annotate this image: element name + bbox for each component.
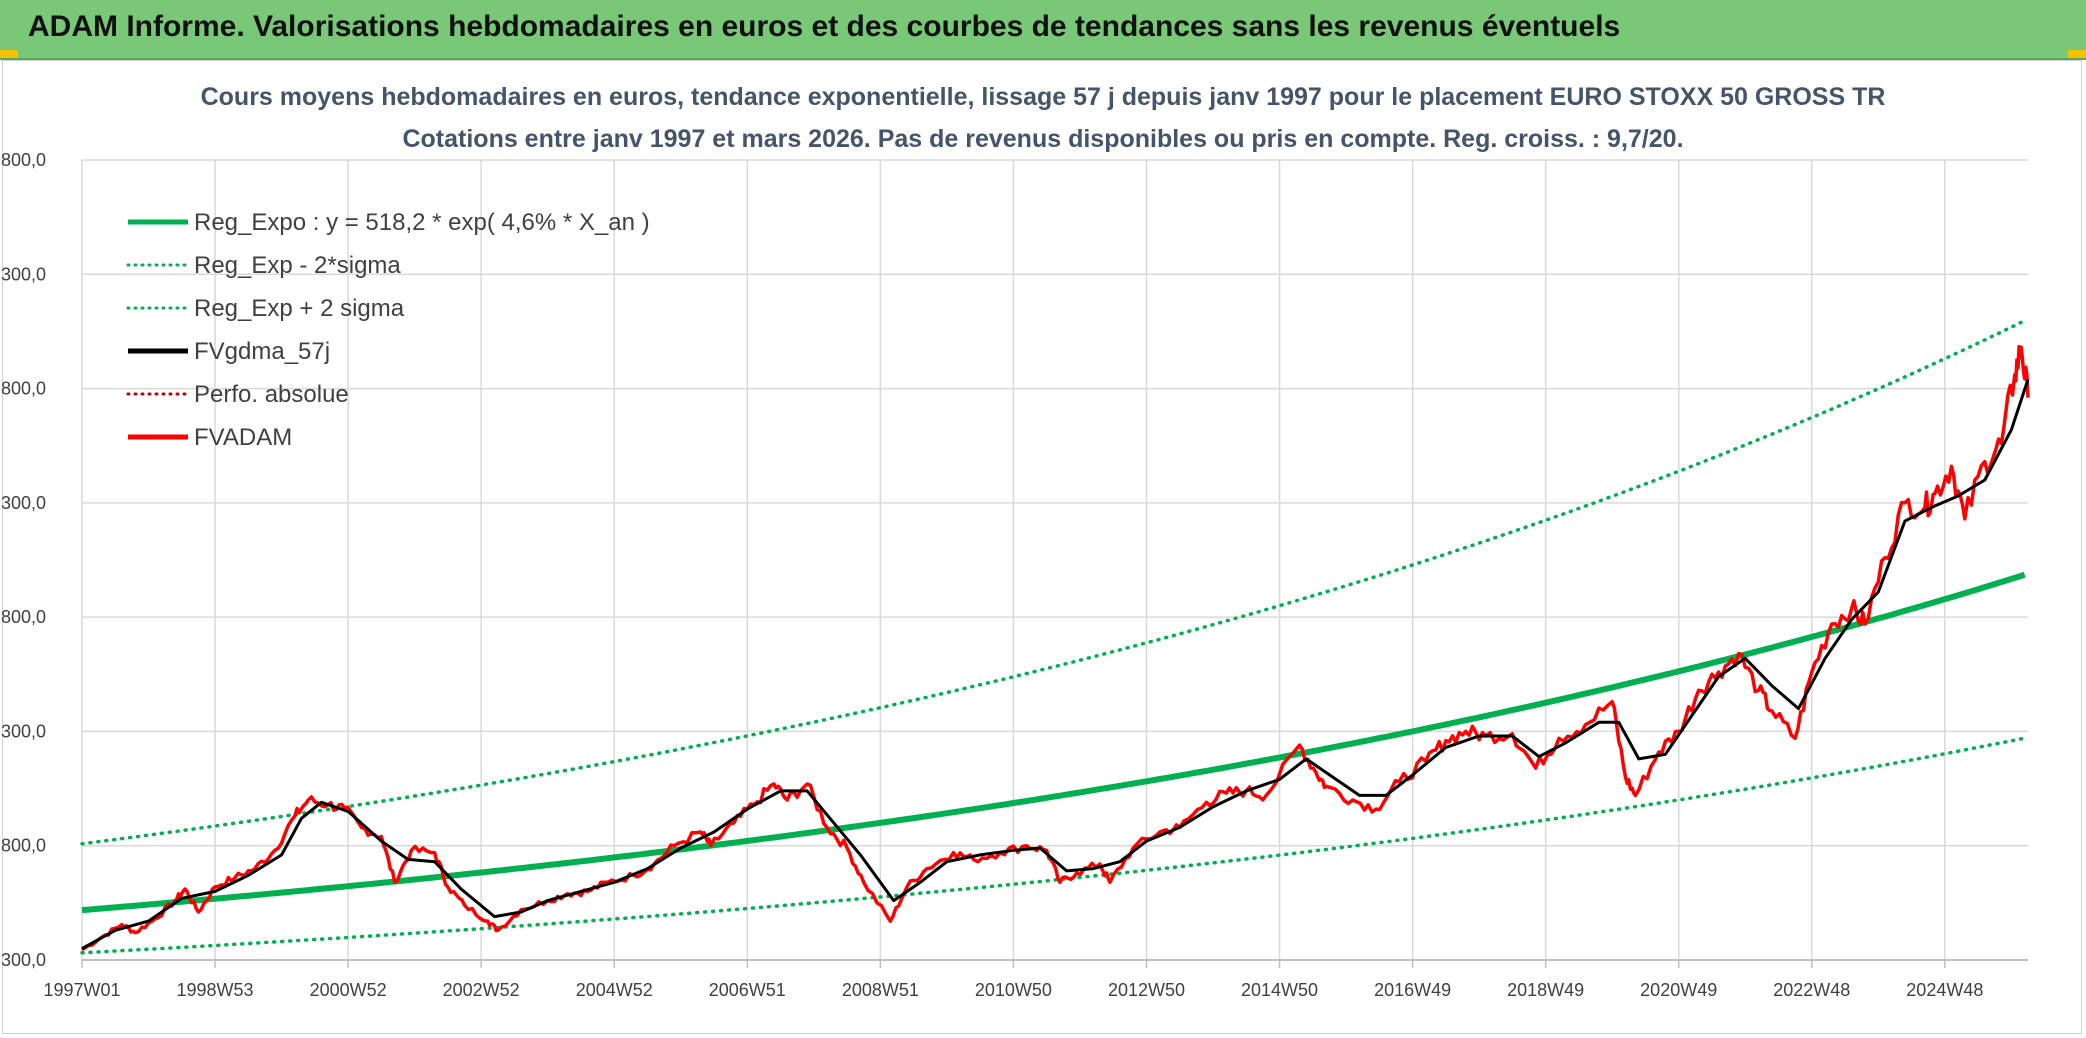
legend-label: FVgdma_57j [194, 338, 330, 365]
y-tick-label: 2 800,0 [0, 379, 46, 399]
legend-label: Reg_Expo : y = 518,2 * exp( 4,6% * X_an … [194, 209, 650, 236]
banner-corner-left [0, 50, 18, 58]
series-line-fvgdma [81, 378, 2030, 950]
x-tick-label: 2016W49 [1374, 980, 1451, 1000]
y-tick-label: 3 800,0 [0, 150, 46, 170]
x-tick-label: 2000W52 [310, 980, 387, 1000]
x-tick-label: 2010W50 [975, 980, 1052, 1000]
x-tick-label: 1998W53 [177, 980, 254, 1000]
banner-corner-right [2068, 50, 2086, 58]
x-tick-label: 2022W48 [1773, 980, 1850, 1000]
series-line-reg-plus-2sigma [80, 318, 2027, 846]
x-tick-label: 1997W01 [43, 980, 120, 1000]
y-tick-label: 1 300,0 [0, 721, 46, 741]
legend-label: Reg_Exp - 2*sigma [194, 252, 401, 279]
x-tick-label: 2014W50 [1241, 980, 1318, 1000]
y-tick-label: 1 800,0 [0, 607, 46, 627]
x-tick-label: 2006W51 [709, 980, 786, 1000]
x-tick-label: 2018W49 [1507, 980, 1584, 1000]
y-tick-label: 2 300,0 [0, 493, 46, 513]
y-tick-label: 300,0 [1, 950, 46, 970]
x-tick-label: 2004W52 [576, 980, 653, 1000]
y-tick-label: 3 300,0 [0, 264, 46, 284]
chart-frame [2, 60, 2082, 1034]
chart-subtitle: Cotations entre janv 1997 et mars 2026. … [402, 125, 1684, 153]
x-tick-label: 2024W48 [1906, 980, 1983, 1000]
x-tick-label: 2012W50 [1108, 980, 1185, 1000]
report-title: ADAM Informe. Valorisations hebdomadaire… [28, 10, 1621, 43]
x-tick-label: 2002W52 [443, 980, 520, 1000]
x-tick-label: 2020W49 [1640, 980, 1717, 1000]
legend-label: Reg_Exp + 2 sigma [194, 295, 405, 322]
series-line-reg-expo [81, 571, 2026, 914]
x-tick-label: 2008W51 [842, 980, 919, 1000]
legend-label: Perfo. absolue [194, 381, 349, 408]
legend-label: FVADAM [194, 424, 292, 451]
chart-title: Cours moyens hebdomadaires en euros, ten… [200, 83, 1886, 111]
report-banner: ADAM Informe. Valorisations hebdomadaire… [0, 0, 2086, 60]
y-tick-label: 800,0 [1, 836, 46, 856]
